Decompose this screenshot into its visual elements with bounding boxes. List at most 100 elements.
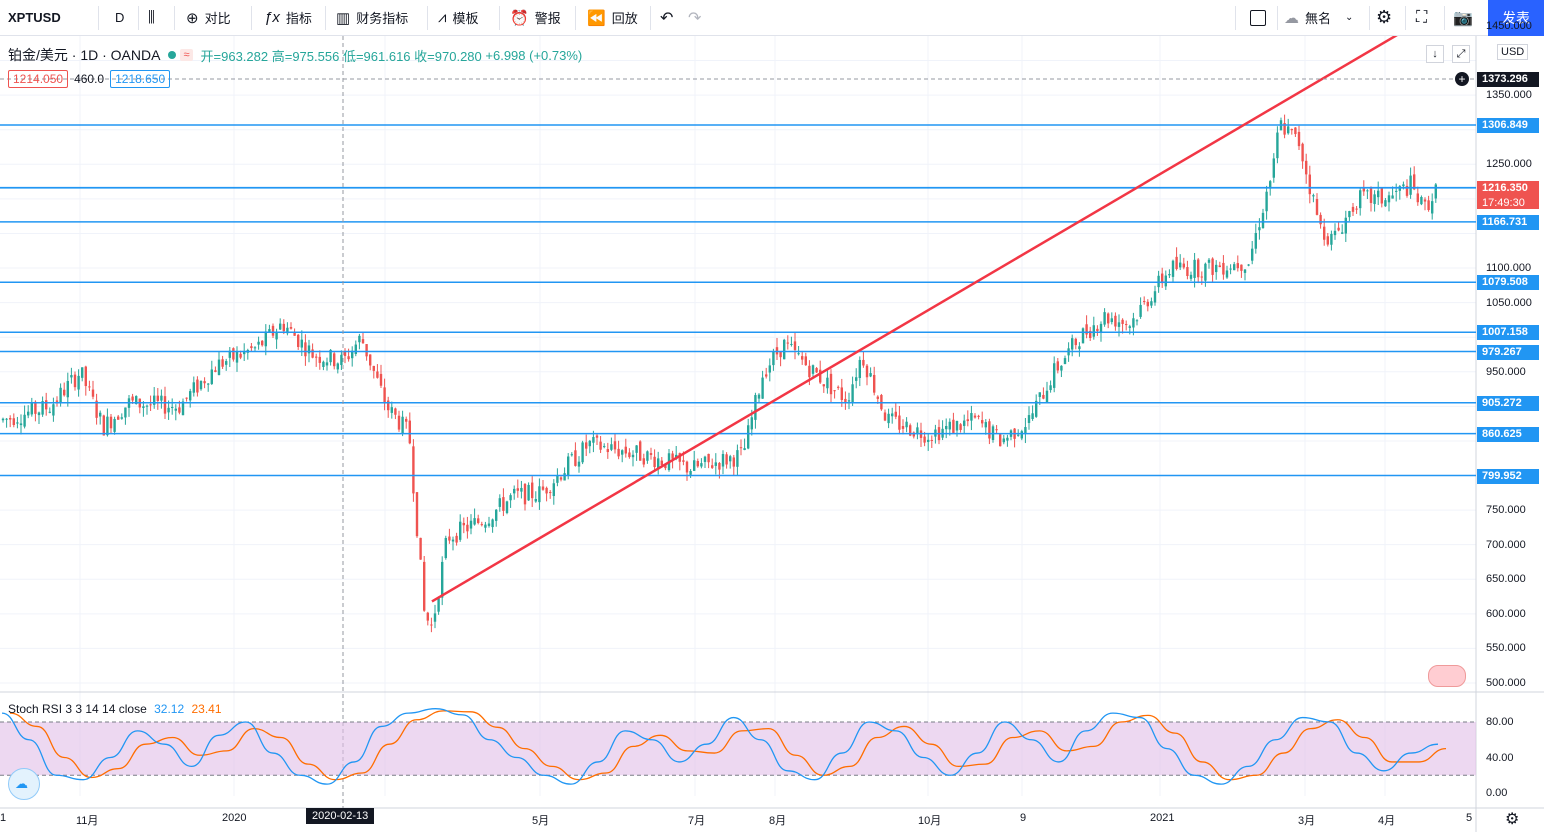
- candle: [754, 395, 757, 420]
- candle: [858, 359, 861, 379]
- candle: [1020, 431, 1023, 439]
- templates-button[interactable]: ⩘ 模板: [438, 0, 478, 35]
- candle: [577, 461, 581, 467]
- top-toolbar: XPTUSD D ⫼ ⊕ 对比 ƒx 指标 ▥ 财务指标 ⩘ 模板 ⏰ 警报 ⏪ 回放 ↶ …: [0, 0, 1544, 36]
- candle: [898, 415, 901, 430]
- time-tick: 3月: [1298, 815, 1316, 827]
- trend-line: [431, 36, 1398, 603]
- templates-icon: ⩘: [438, 9, 447, 26]
- price-tick: 1100.000: [1486, 262, 1532, 275]
- indicators-button[interactable]: ƒx 指标: [264, 0, 312, 35]
- divider: [251, 6, 252, 30]
- close-value: 收=970.280: [414, 48, 482, 64]
- symbol-search[interactable]: XPTUSD: [8, 0, 61, 35]
- alert-label: 警报: [534, 11, 561, 26]
- add-alert-icon[interactable]: +: [1455, 72, 1469, 86]
- price-chart[interactable]: [0, 36, 1544, 832]
- candle: [1344, 217, 1347, 234]
- candle: [1197, 259, 1200, 278]
- candle: [1150, 301, 1153, 306]
- divider: [650, 6, 651, 30]
- candle: [477, 518, 480, 523]
- divider: [1277, 6, 1278, 30]
- candle: [624, 446, 627, 454]
- currency-label[interactable]: USD: [1497, 44, 1529, 60]
- candle: [77, 375, 80, 390]
- candle: [948, 421, 951, 430]
- redo-button[interactable]: ↷: [688, 0, 701, 35]
- candle: [441, 561, 444, 598]
- candle: [768, 365, 771, 373]
- candle: [1369, 187, 1373, 203]
- maximize-icon[interactable]: ⤢: [1452, 45, 1470, 63]
- fullscreen-select-button[interactable]: [1250, 0, 1266, 35]
- alert-button[interactable]: ⏰ 警报: [510, 0, 561, 35]
- candle: [1, 418, 5, 421]
- candle: [462, 522, 465, 526]
- candle: [747, 425, 750, 449]
- candle: [106, 416, 109, 436]
- candle: [469, 520, 473, 529]
- candle: [253, 347, 257, 349]
- candle: [955, 421, 959, 431]
- candle: [423, 561, 426, 611]
- candle: [545, 487, 548, 494]
- ask-price[interactable]: 1218.650: [110, 70, 171, 88]
- stoch-d-value: 23.41: [191, 702, 222, 716]
- chart-type-button[interactable]: ⫼: [148, 0, 161, 35]
- time-tick: 5: [1466, 812, 1473, 824]
- tradingview-logo[interactable]: ☁: [8, 768, 40, 800]
- candle: [1373, 194, 1376, 205]
- compare-label: 对比: [204, 11, 231, 26]
- publish-button[interactable]: 发表: [1488, 0, 1544, 36]
- series-legend: 铂金/美元 · 1D · OANDA ≈ 开=963.282 高=975.556…: [8, 45, 582, 65]
- candle: [397, 415, 401, 430]
- candle: [783, 339, 786, 360]
- candle: [1107, 313, 1110, 324]
- candle: [966, 419, 969, 422]
- candle: [909, 425, 912, 436]
- fullscreen-button[interactable]: ⛶: [1416, 0, 1427, 35]
- time-tick: 10月: [918, 815, 942, 827]
- candle: [459, 521, 462, 540]
- candle: [124, 407, 127, 418]
- replay-button[interactable]: ⏪ 回放: [587, 0, 638, 35]
- candle: [869, 373, 872, 377]
- candle: [1420, 197, 1423, 205]
- candle: [383, 387, 386, 404]
- candle: [268, 329, 271, 332]
- snapshot-button[interactable]: 📷: [1453, 0, 1473, 35]
- candle: [185, 397, 188, 399]
- candle: [466, 524, 469, 532]
- candle: [1128, 326, 1131, 328]
- candle: [1423, 199, 1427, 202]
- gear-icon[interactable]: ⚙: [1505, 811, 1520, 828]
- candle: [1395, 190, 1398, 192]
- settings-button[interactable]: ⚙: [1376, 0, 1392, 35]
- alarm-clock-icon: ⏰: [510, 9, 529, 27]
- candle: [761, 377, 764, 399]
- candle: [1038, 392, 1041, 397]
- candle: [347, 356, 350, 360]
- candle: [822, 384, 825, 387]
- undo-button[interactable]: ↶: [660, 0, 673, 35]
- candle: [257, 341, 260, 345]
- candle: [228, 350, 231, 358]
- bar-countdown: 17:49:30: [1482, 197, 1525, 209]
- candle: [1261, 212, 1265, 229]
- candle: [613, 441, 617, 450]
- interval-button[interactable]: D: [115, 0, 124, 35]
- financials-button[interactable]: ▥ 财务指标: [336, 0, 408, 35]
- candle: [646, 451, 649, 461]
- candle: [653, 456, 656, 468]
- candle: [1341, 232, 1344, 234]
- candle: [829, 373, 833, 395]
- gear-icon: ⚙: [1376, 7, 1393, 27]
- layout-name-button[interactable]: ☁ 無名 ⌄: [1284, 0, 1353, 35]
- candle: [1024, 427, 1027, 434]
- chevron-down-icon: ⌄: [1345, 12, 1354, 23]
- candle: [952, 419, 955, 433]
- arrow-down-icon[interactable]: ↓: [1426, 45, 1444, 63]
- compare-button[interactable]: ⊕ 对比: [186, 0, 231, 35]
- bid-price[interactable]: 1214.050: [8, 70, 69, 88]
